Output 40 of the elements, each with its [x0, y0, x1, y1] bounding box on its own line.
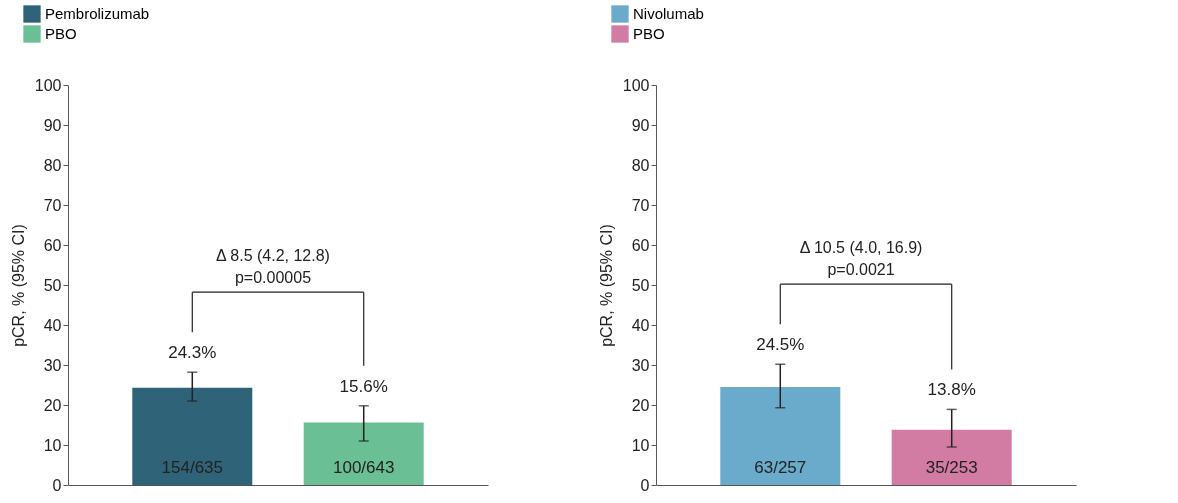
data-label: 15.6% — [339, 376, 388, 396]
y-tick-label: 40 — [631, 316, 650, 334]
annotation: p=0.0021 — [827, 261, 895, 279]
y-tick-label: 20 — [43, 396, 62, 414]
y-tick-label: 10 — [43, 436, 62, 454]
y-tick-label: 90 — [631, 116, 650, 134]
y-tick-label: 90 — [43, 116, 62, 134]
legend-label: PBO — [633, 25, 665, 42]
legend-label: Pembrolizumab — [45, 5, 150, 22]
legend-label: Nivolumab — [633, 5, 704, 22]
y-tick-label: 0 — [640, 476, 650, 494]
annotation: Δ 8.5 (4.2, 12.8) — [216, 247, 330, 265]
y-axis-title: pCR, % (95% CI) — [9, 224, 27, 347]
y-tick-label: 30 — [631, 356, 650, 374]
legend-label: PBO — [45, 25, 77, 42]
y-tick-label: 20 — [631, 396, 650, 414]
y-tick-label: 80 — [631, 156, 650, 174]
annotation: p=0.00005 — [234, 269, 312, 287]
y-tick-label: 70 — [631, 196, 650, 214]
data-label: 13.8% — [927, 380, 976, 400]
annotation: 63/257 — [754, 458, 807, 477]
annotation: Δ 10.5 (4.0, 16.9) — [799, 239, 923, 257]
y-tick-label: 100 — [622, 76, 650, 94]
y-tick-label: 70 — [43, 196, 62, 214]
y-tick-label: 100 — [34, 76, 62, 94]
y-tick-label: 50 — [43, 276, 62, 294]
y-tick-label: 50 — [631, 276, 650, 294]
annotation: 35/253 — [925, 458, 978, 477]
y-tick-label: 0 — [52, 476, 62, 494]
annotation: 154/635 — [161, 458, 224, 477]
y-axis-title: pCR, % (95% CI) — [597, 224, 615, 347]
data-label: 24.3% — [168, 343, 217, 363]
y-tick-label: 60 — [631, 236, 650, 254]
y-tick-label: 30 — [43, 356, 62, 374]
annotation: 100/643 — [332, 458, 395, 477]
data-label: 24.5% — [756, 335, 805, 355]
y-tick-label: 60 — [43, 236, 62, 254]
y-tick-label: 40 — [43, 316, 62, 334]
y-tick-label: 10 — [631, 436, 650, 454]
y-tick-label: 80 — [43, 156, 62, 174]
